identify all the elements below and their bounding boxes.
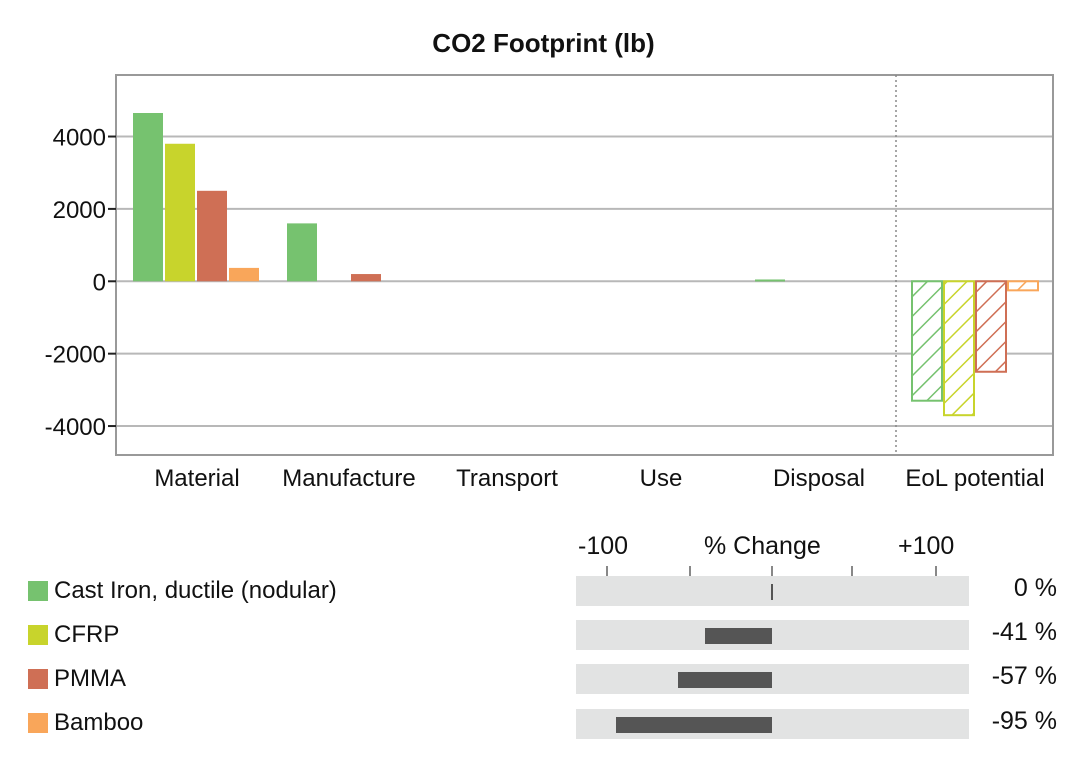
pct-change-track xyxy=(576,664,969,694)
pct-change-track xyxy=(576,620,969,650)
x-category-label: Disposal xyxy=(773,465,865,492)
x-category-label: EoL potential xyxy=(905,465,1044,492)
bar xyxy=(197,190,227,282)
legend-item-pmma: PMMA xyxy=(28,662,126,696)
y-tick-label: -4000 xyxy=(45,414,106,441)
y-tick-label: 2000 xyxy=(53,197,106,224)
y-tick-label: 4000 xyxy=(53,125,106,152)
bar xyxy=(1007,280,1039,292)
pct-change-bar xyxy=(704,628,772,644)
pct-change-value: -41 % xyxy=(991,618,1057,646)
bar xyxy=(229,267,259,282)
x-category-label: Use xyxy=(640,465,683,492)
legend-swatch xyxy=(28,625,48,645)
bar xyxy=(133,113,163,282)
legend-label: Bamboo xyxy=(54,709,144,736)
bar xyxy=(755,279,785,282)
bar xyxy=(975,280,1007,373)
bar xyxy=(911,280,943,402)
y-tick-label: 0 xyxy=(93,269,106,296)
y-tick-label: -2000 xyxy=(45,342,106,369)
legend-label: PMMA xyxy=(54,665,126,692)
pct-header-title: % Change xyxy=(704,532,821,560)
pct-scale-max-label: +100 xyxy=(898,532,955,560)
legend-item-cfrp: CFRP xyxy=(28,618,119,652)
bar xyxy=(165,143,195,282)
legend-swatch xyxy=(28,669,48,689)
pct-change-bar xyxy=(771,584,773,600)
x-category-label: Manufacture xyxy=(282,465,415,492)
pct-change-value: -57 % xyxy=(991,662,1057,690)
legend-label: CFRP xyxy=(54,621,120,648)
legend-item-cast-iron: Cast Iron, ductile (nodular) xyxy=(28,574,337,608)
bar xyxy=(287,223,317,282)
bar xyxy=(351,274,381,282)
legend-label: Cast Iron, ductile (nodular) xyxy=(54,577,337,604)
x-category-label: Material xyxy=(154,465,239,492)
pct-scale-min-label: -100 xyxy=(578,532,629,560)
pct-change-value: -95 % xyxy=(991,707,1057,735)
legend-item-bamboo: Bamboo xyxy=(28,706,143,740)
pct-change-track xyxy=(576,709,969,739)
chart-title: CO2 Footprint (lb) xyxy=(432,28,655,58)
pct-change-value: 0 % xyxy=(1013,574,1057,602)
pct-change-bar xyxy=(678,672,772,688)
x-category-label: Transport xyxy=(456,465,558,492)
legend-swatch xyxy=(28,581,48,601)
pct-change-track xyxy=(576,576,969,606)
legend-swatch xyxy=(28,713,48,733)
plot-frame xyxy=(115,74,1054,456)
pct-change-bar xyxy=(615,717,772,733)
bar xyxy=(943,280,975,417)
